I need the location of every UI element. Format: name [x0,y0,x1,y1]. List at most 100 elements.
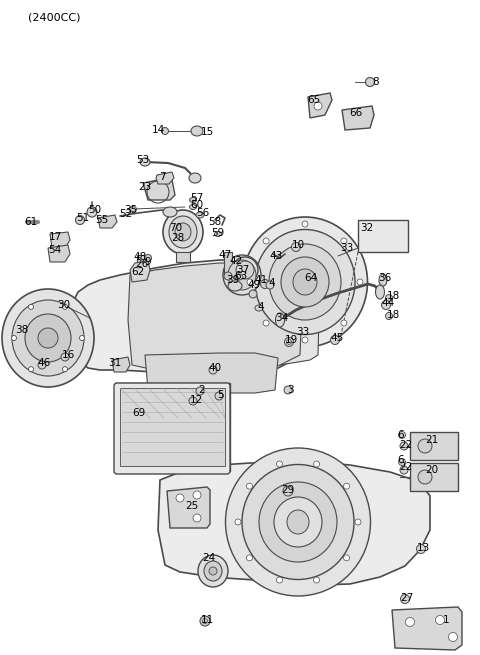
Text: 44: 44 [382,298,395,308]
Text: 6: 6 [398,455,404,465]
Text: 14: 14 [151,125,165,135]
Text: 52: 52 [120,209,132,219]
Text: 41: 41 [254,275,268,285]
Ellipse shape [193,491,201,499]
Polygon shape [50,232,70,248]
Polygon shape [158,462,430,585]
Ellipse shape [25,314,71,362]
Text: 3: 3 [287,385,293,395]
Text: 6: 6 [398,430,404,440]
Text: (2400CC): (2400CC) [28,12,81,22]
Ellipse shape [269,244,341,320]
Ellipse shape [263,320,269,326]
Ellipse shape [379,274,387,286]
Ellipse shape [236,261,254,279]
Ellipse shape [418,439,432,453]
Polygon shape [278,262,320,365]
Ellipse shape [283,486,293,496]
Polygon shape [308,93,332,118]
Ellipse shape [189,173,201,183]
Text: 18: 18 [386,310,400,320]
Ellipse shape [176,494,184,502]
Text: 36: 36 [378,273,392,283]
Ellipse shape [38,328,58,348]
Ellipse shape [400,595,409,603]
Text: 5: 5 [218,390,224,400]
Text: 53: 53 [136,155,150,165]
Text: 49: 49 [247,280,261,290]
Text: 51: 51 [76,213,90,223]
Text: 61: 61 [24,217,37,227]
Polygon shape [304,269,326,293]
Ellipse shape [398,458,406,466]
Ellipse shape [203,618,207,624]
Text: 48: 48 [133,252,146,262]
Text: 62: 62 [132,267,144,277]
Ellipse shape [255,229,355,335]
Polygon shape [392,607,462,650]
Ellipse shape [87,207,97,217]
Ellipse shape [291,242,300,252]
Ellipse shape [249,290,257,298]
Ellipse shape [232,257,258,283]
Ellipse shape [313,577,320,583]
Ellipse shape [2,289,94,387]
Text: 11: 11 [200,615,214,625]
Ellipse shape [276,461,282,467]
Ellipse shape [302,337,308,343]
Ellipse shape [215,231,221,236]
Ellipse shape [365,77,374,86]
Ellipse shape [62,367,68,371]
Bar [358,220,408,252]
Ellipse shape [341,320,347,326]
Text: 45: 45 [330,333,344,343]
Ellipse shape [144,255,152,261]
Text: 9: 9 [144,257,151,267]
Ellipse shape [12,300,84,376]
Ellipse shape [276,313,285,327]
Text: 22: 22 [399,462,413,472]
Ellipse shape [242,217,368,347]
Ellipse shape [302,221,308,227]
Ellipse shape [385,312,393,320]
Text: 56: 56 [196,208,210,218]
Text: 23: 23 [138,182,152,192]
Text: 34: 34 [276,313,288,323]
Ellipse shape [417,544,425,553]
Ellipse shape [418,470,432,484]
Ellipse shape [435,616,444,624]
Text: 33: 33 [296,327,310,337]
Text: 17: 17 [48,232,61,242]
Ellipse shape [161,128,168,134]
Bar [115,383,230,471]
Text: 25: 25 [185,501,199,511]
Ellipse shape [163,207,177,217]
Text: 15: 15 [200,127,214,137]
Ellipse shape [189,397,197,405]
Ellipse shape [198,555,228,587]
Polygon shape [342,106,374,130]
Ellipse shape [200,616,210,626]
Polygon shape [156,172,174,184]
Ellipse shape [285,337,293,346]
Ellipse shape [331,335,339,345]
Text: 13: 13 [416,543,430,553]
Text: 7: 7 [159,172,165,182]
Ellipse shape [344,483,349,489]
Ellipse shape [344,555,349,561]
Text: 28: 28 [171,233,185,243]
Ellipse shape [209,366,217,374]
Bar [224,252,232,274]
Text: 24: 24 [203,553,216,563]
Ellipse shape [28,305,34,309]
Text: 55: 55 [96,215,108,225]
Ellipse shape [226,448,371,596]
Text: 16: 16 [61,350,74,360]
Ellipse shape [80,335,84,341]
Text: 58: 58 [208,217,222,227]
Ellipse shape [355,519,361,525]
Ellipse shape [190,198,196,202]
Ellipse shape [259,482,337,562]
Text: 31: 31 [108,358,121,368]
Ellipse shape [382,301,391,310]
